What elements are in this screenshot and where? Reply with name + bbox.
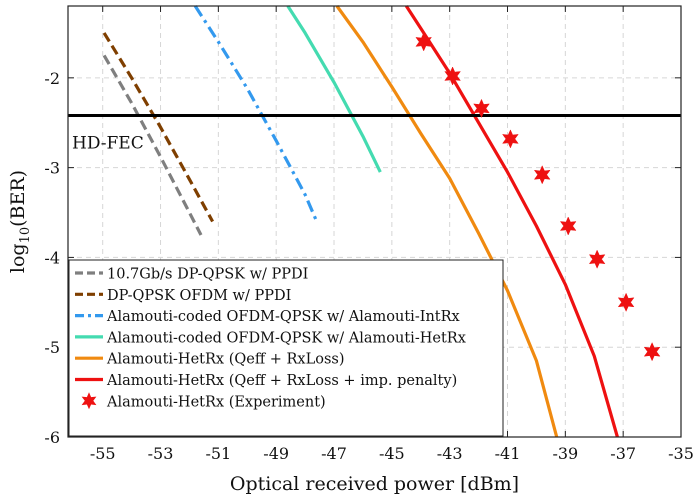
x-tick-label: -51 xyxy=(205,444,231,463)
legend-label: Alamouti-HetRx (Qeff + RxLoss + imp. pen… xyxy=(106,373,457,389)
y-tick-label: -4 xyxy=(44,248,60,267)
x-tick-label: -37 xyxy=(610,444,636,463)
y-axis-label-log: log xyxy=(7,243,29,273)
y-axis-label-rest: (BER) xyxy=(7,170,29,227)
experiment-point xyxy=(533,165,551,185)
hd-fec-threshold: HD-FEC xyxy=(68,114,681,154)
legend-label: Alamouti-coded OFDM-QPSK w/ Alamouti-Het… xyxy=(106,330,466,346)
legend-label: Alamouti-coded OFDM-QPSK w/ Alamouti-Int… xyxy=(106,309,460,325)
x-tick-label: -43 xyxy=(437,444,463,463)
y-tick-label: -2 xyxy=(44,69,60,88)
y-tick-label: -3 xyxy=(44,159,60,178)
series-line xyxy=(335,5,559,438)
experiment-markers xyxy=(415,32,661,362)
legend-swatch xyxy=(81,392,97,410)
series-line xyxy=(286,5,382,173)
x-axis-label: Optical received power [dBm] xyxy=(230,473,519,495)
x-tick-label: -45 xyxy=(379,444,405,463)
legend-label: DP-QPSK OFDM w/ PPDI xyxy=(107,288,291,304)
y-tick-label: -5 xyxy=(44,338,60,357)
experiment-point xyxy=(588,249,606,269)
experiment-point xyxy=(415,32,432,52)
series-line xyxy=(102,32,215,223)
plot-frame xyxy=(67,5,682,438)
x-tick-label: -39 xyxy=(552,444,578,463)
y-axis-label: log10(BER) xyxy=(7,170,33,273)
axis-ticks: -55 -53 -51 -49 -47 -45 -43 -41 -39 -37 -35 -6 -5 -4 -… xyxy=(44,6,694,463)
legend-label: Alamouti-HetRx (Experiment) xyxy=(106,394,326,410)
x-tick-label: -47 xyxy=(321,444,347,463)
legend-label: Alamouti-HetRx (Qeff + RxLoss) xyxy=(106,352,344,368)
x-tick-label: -49 xyxy=(263,444,289,463)
series-line xyxy=(102,54,203,236)
legend: 10.7Gb/s DP-QPSK w/ PPDI DP-QPSK OFDM w/ … xyxy=(68,259,504,437)
x-tick-label: -41 xyxy=(495,444,521,463)
series-line xyxy=(404,5,619,438)
experiment-point xyxy=(502,129,519,149)
experiment-point xyxy=(643,342,661,362)
experiment-point xyxy=(617,292,635,312)
x-tick-label: -53 xyxy=(148,444,174,463)
legend-label: 10.7Gb/s DP-QPSK w/ PPDI xyxy=(107,267,308,283)
x-tick-label: -35 xyxy=(668,444,694,463)
experiment-point xyxy=(444,66,461,86)
y-tick-label: -6 xyxy=(44,428,60,447)
x-tick-label: -55 xyxy=(90,444,116,463)
hd-fec-label: HD-FEC xyxy=(72,134,144,154)
legend-box xyxy=(68,259,504,437)
experiment-point xyxy=(559,216,577,236)
experiment-point xyxy=(473,98,490,119)
y-axis-label-base: 10 xyxy=(18,227,33,244)
